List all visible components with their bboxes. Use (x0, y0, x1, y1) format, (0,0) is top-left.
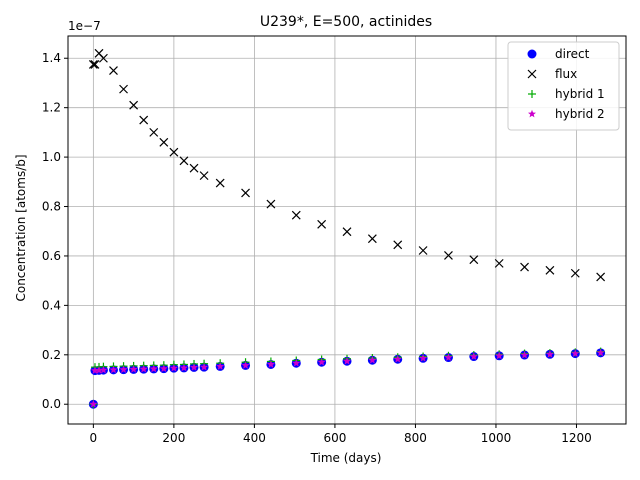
y-tick-label: 1.2 (42, 101, 61, 115)
y-tick-label: 0.8 (42, 200, 61, 214)
data-point (109, 66, 118, 76)
data-point (571, 349, 580, 357)
legend-label: flux (555, 67, 577, 81)
series-hybrid-2 (89, 348, 605, 408)
x-tick-label: 800 (404, 431, 427, 445)
data-point (241, 361, 250, 369)
legend-label: hybrid 2 (555, 107, 605, 121)
data-point (159, 364, 168, 373)
data-point (90, 366, 99, 375)
data-point (119, 365, 128, 374)
y-tick-label: 0.2 (42, 348, 61, 362)
legend-marker (527, 69, 537, 79)
y-tick-label: 0.6 (42, 249, 61, 263)
data-point (494, 258, 504, 268)
data-point (469, 352, 478, 360)
data-point (189, 163, 199, 173)
data-point (88, 59, 98, 69)
legend-box (507, 41, 620, 131)
data-point (393, 355, 402, 363)
data-point (393, 240, 403, 250)
legend-marker (527, 49, 537, 59)
data-point (570, 268, 580, 278)
data-point (90, 59, 100, 69)
data-point (317, 219, 327, 229)
data-point (266, 199, 276, 209)
data-point (545, 265, 555, 275)
data-point (139, 115, 149, 125)
data-point (169, 363, 178, 372)
y-tick-label: 0.0 (42, 397, 61, 411)
data-point (149, 364, 158, 373)
data-point (596, 348, 605, 357)
legend-label: direct (555, 47, 590, 61)
series-flux (88, 48, 606, 282)
x-tick-label: 0 (90, 431, 98, 445)
data-marks (88, 48, 606, 409)
legend-entry: direct (527, 47, 590, 61)
y-axis: 0.0 0.2 0.4 0.6 0.8 1.0 1.2 1.4 (42, 51, 68, 411)
plot-area (67, 35, 627, 425)
legend-label: hybrid 1 (555, 87, 605, 101)
data-point (343, 357, 351, 365)
data-point (292, 359, 301, 367)
data-point (159, 137, 169, 147)
data-point (200, 362, 209, 371)
data-point (109, 365, 118, 374)
data-point (520, 262, 529, 272)
data-point (495, 351, 504, 360)
data-point (99, 53, 108, 63)
data-point (179, 363, 188, 372)
y-tick-label: 1.0 (42, 150, 61, 164)
data-point (469, 255, 479, 265)
data-point (520, 350, 529, 359)
data-point (596, 272, 606, 282)
data-point (119, 84, 128, 94)
data-point (216, 362, 225, 370)
data-point (89, 400, 98, 408)
data-point (215, 178, 225, 188)
data-point (199, 171, 209, 181)
chart-title: U239*, E=500, actinides (260, 14, 432, 30)
y-multiplier-label: 1e−7 (68, 19, 101, 33)
legend-entry: hybrid 2 (528, 107, 605, 121)
y-tick-label: 0.4 (42, 298, 61, 312)
data-point (418, 246, 428, 255)
legend-marker (528, 90, 536, 98)
data-point (95, 366, 103, 374)
data-point (317, 358, 326, 366)
legend-entry: hybrid 1 (528, 87, 605, 101)
data-point (99, 365, 108, 374)
legend-entry: flux (527, 67, 577, 81)
data-point (368, 356, 377, 364)
data-point (266, 360, 275, 368)
data-point (129, 365, 138, 373)
data-point (129, 100, 139, 110)
data-point (291, 210, 301, 220)
x-tick-label: 600 (323, 431, 346, 445)
x-tick-label: 400 (243, 431, 266, 445)
legend-marker (528, 109, 536, 118)
data-point (241, 188, 250, 198)
x-tick-label: 1200 (561, 431, 592, 445)
data-point (149, 127, 159, 137)
data-point (179, 156, 189, 166)
x-tick-label: 200 (162, 431, 185, 445)
data-point (367, 234, 377, 244)
x-axis-label: Time (days) (310, 451, 382, 465)
y-tick-label: 1.4 (42, 51, 61, 65)
x-tick-label: 1000 (481, 431, 512, 445)
data-point (545, 350, 554, 358)
data-point (444, 251, 453, 260)
data-point (169, 147, 179, 157)
data-point (342, 227, 352, 237)
data-point (190, 363, 199, 371)
data-point (139, 364, 148, 373)
x-axis: 0 200 400 600 800 1000 1200 (90, 424, 592, 445)
y-axis-label: Concentration [atoms/b] (14, 154, 28, 301)
data-point (419, 354, 428, 362)
data-point (444, 353, 453, 361)
legend: direct flux hybrid 1 hybrid 2 (507, 41, 620, 131)
